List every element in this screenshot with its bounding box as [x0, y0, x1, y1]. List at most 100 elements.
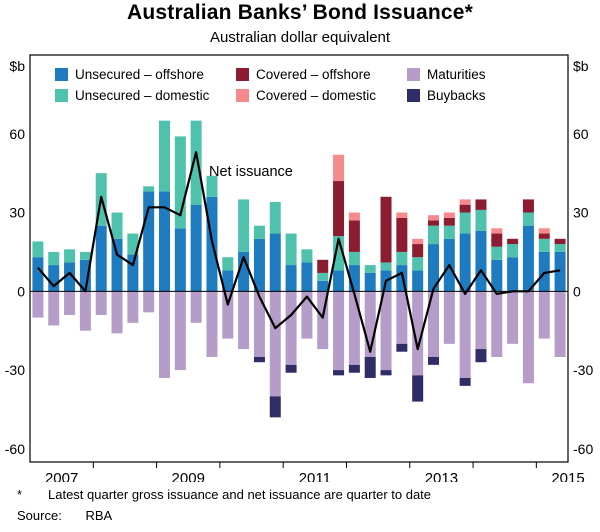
y-tick-label-left: -60: [5, 441, 25, 457]
bar-segment: [380, 196, 392, 263]
bar-segment: [127, 233, 139, 255]
x-year-label: 2007: [45, 470, 78, 482]
bar-segment: [79, 291, 91, 331]
bar-segment: [48, 251, 60, 266]
bar-segment: [111, 291, 123, 334]
legend-item: Covered – offshore: [236, 67, 407, 82]
bar-segment: [253, 356, 265, 363]
bar-segment: [348, 220, 360, 252]
bar-segment: [459, 204, 471, 213]
legend-label: Unsecured – domestic: [75, 88, 210, 103]
bar-segment: [333, 181, 345, 237]
bar-segment: [206, 175, 218, 197]
bar-segment: [507, 291, 519, 344]
bar-segment: [317, 259, 329, 273]
bar-segment: [269, 396, 281, 418]
bar-segment: [554, 291, 566, 357]
bar-segment: [428, 291, 439, 357]
source-line: Source: RBA: [17, 508, 112, 523]
bar-segment: [79, 251, 91, 260]
bar-segment: [159, 191, 170, 292]
y-tick-label-left: 0: [17, 283, 25, 299]
bar-segment: [522, 199, 534, 213]
footnote-marker: *: [17, 487, 23, 502]
bar-segment: [32, 291, 44, 318]
bar-segment: [111, 212, 123, 239]
bar-segment: [159, 291, 170, 378]
legend-swatch: [407, 68, 420, 81]
bar-segment: [317, 272, 329, 281]
legend: Unsecured – offshore Covered – offshore Ma…: [55, 67, 486, 103]
legend-label: Covered – offshore: [256, 67, 371, 82]
bar-segment: [48, 265, 60, 292]
y-tick-label-right: -60: [573, 441, 593, 457]
bar-segment: [348, 251, 360, 266]
bar-segment: [443, 291, 455, 344]
bar-segment: [459, 291, 471, 378]
bar-segment: [238, 251, 250, 292]
bar-segment: [143, 291, 155, 313]
bar-segment: [285, 233, 297, 266]
bar-segment: [143, 191, 155, 292]
x-year-label: 2013: [425, 470, 458, 482]
bar-segment: [475, 291, 487, 350]
bar-segment: [459, 212, 471, 234]
legend-swatch: [407, 89, 420, 102]
legend-swatch: [236, 89, 249, 102]
chart-subtitle: Australian dollar equivalent: [209, 29, 391, 46]
bar-segment: [396, 343, 408, 352]
bar-segment: [127, 254, 139, 292]
net-issuance-line: [37, 151, 561, 353]
bar-segment: [475, 230, 487, 292]
y-tick-label-left: 60: [9, 126, 25, 142]
y-axis-unit-right: $b: [573, 58, 589, 74]
bar-segment: [253, 225, 265, 239]
bar-segment: [253, 291, 265, 357]
bar-segment: [190, 291, 202, 323]
bar-segment: [95, 291, 107, 315]
bar-segment: [491, 228, 503, 234]
bar-segment: [554, 244, 566, 252]
bar-segment: [333, 291, 345, 371]
bar-segment: [64, 262, 76, 292]
bar-segment: [253, 238, 265, 292]
bar-segment: [428, 225, 439, 245]
bar-segment: [491, 246, 503, 260]
bar-segment: [174, 291, 186, 371]
bar-segment: [412, 244, 424, 258]
bar-segment: [475, 209, 487, 231]
bar-segment: [79, 259, 91, 292]
bar-segment: [491, 233, 503, 247]
bar-segment: [522, 291, 534, 384]
bar-segment: [348, 291, 360, 365]
y-tick-label-left: -30: [5, 362, 25, 378]
bar-segment: [238, 199, 250, 252]
bar-segment: [380, 262, 392, 271]
bar-segment: [396, 265, 408, 292]
bar-segment: [459, 199, 471, 205]
bar-segment: [95, 225, 107, 292]
bar-segment: [364, 265, 376, 273]
bar-segment: [443, 212, 455, 218]
bar-segment: [348, 364, 360, 373]
x-year-label: 2015: [551, 470, 584, 482]
legend-label: Maturities: [427, 67, 486, 82]
bar-segment: [428, 244, 439, 292]
bar-segment: [269, 233, 281, 292]
bar-segment: [333, 270, 345, 292]
bar-segment: [143, 186, 155, 192]
bar-segment: [285, 291, 297, 365]
plot-frame: [29, 54, 569, 463]
bar-segment: [475, 349, 487, 363]
bar-segment: [507, 257, 519, 292]
net-issuance-label: Net issuance: [209, 164, 293, 180]
footnote-text: Latest quarter gross issuance and net is…: [48, 487, 432, 502]
bar-segment: [522, 212, 534, 226]
bar-segment: [443, 217, 455, 226]
bar-segment: [333, 154, 345, 182]
x-year-label: 2011: [299, 470, 331, 482]
bar-segment: [317, 291, 329, 350]
bar-segment: [428, 215, 439, 221]
bar-segment: [396, 291, 408, 344]
